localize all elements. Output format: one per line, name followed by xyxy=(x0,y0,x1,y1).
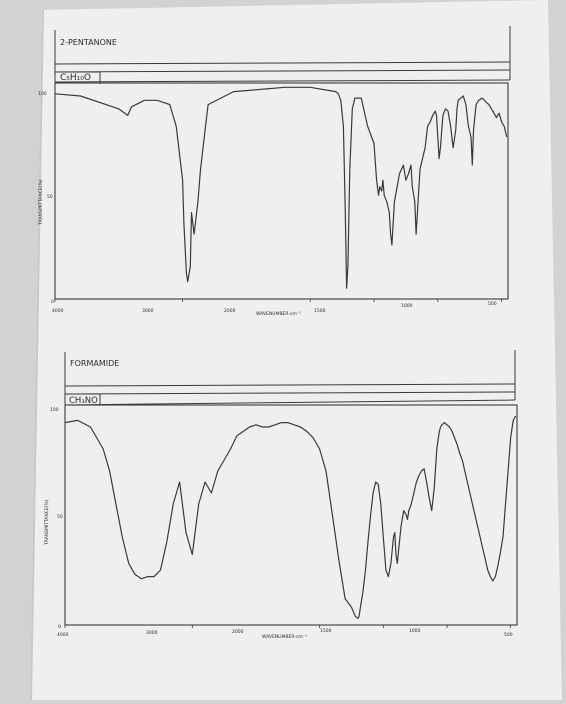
spectrum-2-x-tick-3000: 3000 xyxy=(146,630,158,636)
spectrum-2-x-tick-1500: 1500 xyxy=(320,628,332,634)
spectrum-1-y-tick-100: 100 xyxy=(38,91,47,97)
spectrum-2-frame xyxy=(64,404,518,626)
spectrum-2-plot xyxy=(64,404,518,628)
spectrum-2-x-tick-4000: 4000 xyxy=(57,632,69,638)
spectrum-2-x-label: WAVENUMBER·cm⁻¹ xyxy=(262,634,307,640)
spectrum-1-title: 2-PENTANONE xyxy=(60,38,117,47)
spectrum-2-title: FORMAMIDE xyxy=(70,359,119,368)
spectrum-2-x-tick-500: 500 xyxy=(504,632,513,638)
spectrum-1-x-tick-1500: 1500 xyxy=(314,308,326,314)
spectrum-1-frame xyxy=(54,82,509,300)
paper-shadow xyxy=(30,10,44,700)
spectrum-2-header xyxy=(64,350,516,406)
spectrum-2-formula: CH₃NO xyxy=(69,396,98,406)
spectrum-2-y-tick-50: 50 xyxy=(57,514,63,520)
spectrum-2-y-tick-100: 100 xyxy=(50,407,59,413)
spectrum-1-x-tick-2000: 2000 xyxy=(224,308,236,314)
spectrum-1-y-tick-50: 50 xyxy=(47,194,53,200)
spectrum-2-y-label: TRANSMITTANCE(%) xyxy=(44,499,50,546)
spectrum-1-x-tick-1000: 1000 xyxy=(401,303,413,309)
spectrum-2-y-tick-0: 0 xyxy=(58,624,61,630)
spectrum-2-x-tick-2000: 2000 xyxy=(232,629,244,635)
spectrum-1-trace-line xyxy=(54,86,508,289)
spectrum-1-plot xyxy=(54,82,509,302)
spectrum-1-x-tick-4000: 4000 xyxy=(52,308,64,314)
spectrum-1-x-tick-500: 500 xyxy=(488,301,497,307)
spectrum-1-y-label: TRANSMITTANCE(%) xyxy=(38,179,44,226)
spectrum-1-x-label: WAVENUMBER·cm⁻¹ xyxy=(256,311,301,317)
spectrum-1-x-tick-3000: 3000 xyxy=(142,308,154,314)
paper-sheet xyxy=(30,0,562,700)
spectrum-2-x-tick-1000: 1000 xyxy=(409,628,421,634)
spectrum-1-y-tick-0: 0 xyxy=(51,299,54,305)
spectrum-2-trace-line xyxy=(64,415,517,619)
spectrum-1-header xyxy=(54,26,511,84)
spectrum-1-formula: C₅H₁₀O xyxy=(60,73,91,83)
